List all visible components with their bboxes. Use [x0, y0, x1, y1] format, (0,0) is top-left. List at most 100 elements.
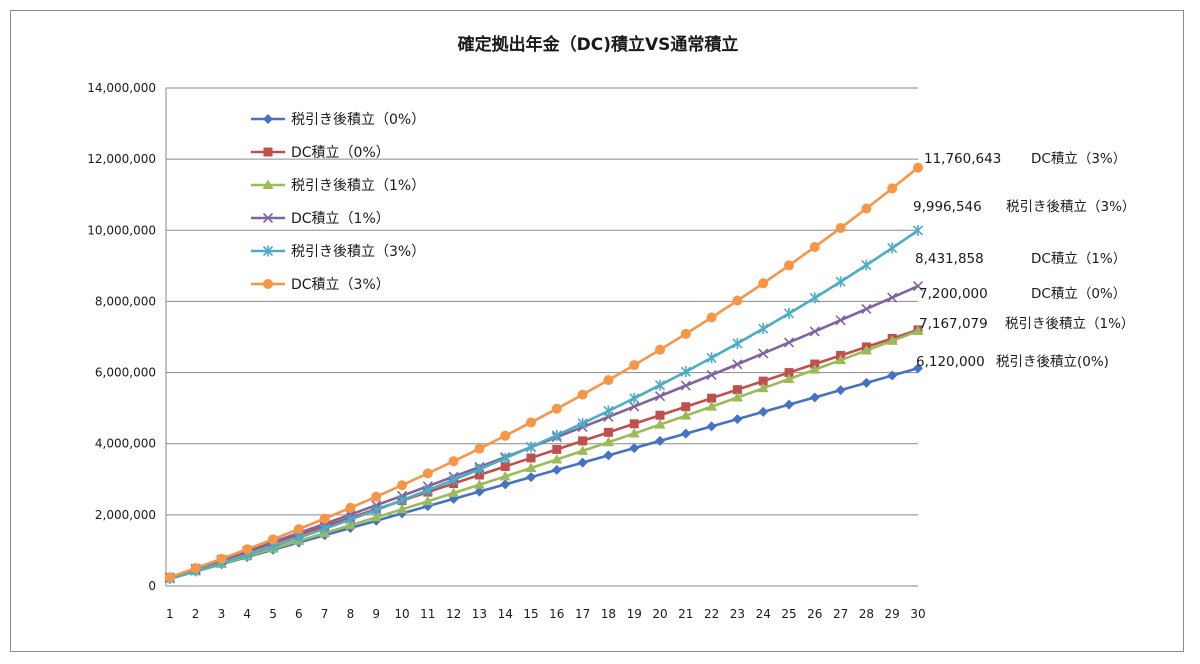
data-point — [190, 563, 201, 574]
data-point — [732, 385, 742, 395]
data-point — [809, 392, 820, 403]
data-point — [783, 373, 795, 384]
x-tick-label: 9 — [372, 607, 380, 621]
legend-item: DC積立（3%） — [251, 277, 390, 293]
data-point — [706, 352, 717, 364]
x-tick-label: 20 — [652, 607, 667, 621]
data-point — [784, 368, 794, 378]
legend-marker — [262, 212, 274, 224]
data-point — [500, 479, 511, 490]
legend-marker — [262, 245, 274, 257]
data-point — [577, 445, 589, 455]
data-point — [707, 393, 717, 403]
x-tick-label: 5 — [269, 607, 277, 621]
data-point — [706, 401, 718, 411]
data-point — [913, 363, 923, 374]
data-point — [216, 553, 227, 564]
x-tick-label: 10 — [394, 607, 409, 621]
data-point — [706, 369, 717, 381]
data-point — [422, 468, 433, 479]
data-point — [500, 452, 511, 464]
x-tick-label: 13 — [472, 607, 487, 621]
end-series-label: DC積立（1%） — [1031, 251, 1126, 267]
data-point — [552, 444, 562, 454]
data-point — [396, 503, 408, 514]
legend-marker — [262, 179, 274, 189]
data-point — [525, 462, 537, 473]
data-point — [474, 470, 484, 480]
data-point — [603, 375, 614, 386]
data-point — [551, 464, 562, 475]
data-point — [784, 260, 795, 271]
end-series-label: DC積立（3%） — [1031, 151, 1126, 167]
data-point — [887, 292, 898, 303]
series-line — [169, 284, 919, 579]
data-point — [783, 337, 795, 348]
data-point — [809, 292, 820, 304]
data-point — [526, 472, 537, 483]
data-point — [499, 470, 511, 481]
x-tick-label: 3 — [218, 607, 226, 621]
data-point — [758, 278, 769, 289]
y-tick-label: 8,000,000 — [95, 294, 156, 308]
legend-marker — [263, 147, 273, 157]
end-value-label: 6,120,000 — [916, 354, 985, 370]
data-point — [500, 461, 510, 471]
x-tick-label: 25 — [781, 607, 796, 621]
data-point — [397, 480, 408, 491]
data-point — [629, 360, 640, 371]
data-point — [731, 392, 743, 402]
data-point — [603, 427, 613, 437]
data-point — [293, 524, 304, 535]
data-point — [680, 410, 692, 420]
legend-label: 税引き後積立（0%） — [291, 112, 425, 128]
data-point — [654, 379, 666, 391]
data-point — [371, 504, 382, 516]
legend-item: DC積立（1%） — [251, 211, 390, 227]
end-value-label: 8,431,858 — [915, 251, 984, 267]
legend-label: 税引き後積立（1%） — [291, 178, 425, 194]
data-point — [242, 544, 253, 555]
x-tick-label: 24 — [756, 607, 771, 621]
data-point — [886, 335, 898, 345]
data-point — [706, 421, 717, 432]
data-point — [422, 495, 434, 506]
data-point — [370, 511, 382, 522]
data-point — [680, 428, 691, 439]
end-label-group: 9,996,546 税引き後積立（3%） — [913, 199, 1135, 215]
data-point — [732, 359, 743, 370]
data-point — [680, 366, 691, 378]
x-tick-label: 22 — [704, 607, 719, 621]
data-point — [551, 429, 562, 441]
end-label-group: 11,760,643 DC積立（3%） — [924, 151, 1126, 167]
chart-frame: 確定拠出年金（DC)積立VS通常積立 0 2,000,000 4,000,000 6,… — [10, 10, 1184, 652]
data-point — [835, 354, 847, 365]
end-label-group: 8,431,858 DC積立（1%） — [915, 251, 1126, 267]
data-point — [809, 241, 820, 252]
legend-label: 税引き後積立（3%） — [291, 244, 425, 260]
end-series-label: 税引き後積立（3%） — [1006, 199, 1135, 215]
y-tick-label: 6,000,000 — [95, 366, 156, 380]
data-point — [810, 359, 820, 369]
data-point — [835, 223, 846, 234]
end-value-label: 9,996,546 — [913, 199, 982, 215]
x-tick-label: 16 — [549, 607, 564, 621]
data-point — [835, 276, 846, 288]
x-tick-label: 30 — [910, 607, 925, 621]
legend-marker — [263, 114, 273, 124]
y-tick-label: 12,000,000 — [87, 152, 156, 166]
data-point — [758, 348, 769, 359]
data-point — [628, 427, 640, 438]
data-point — [371, 491, 382, 502]
legend-item: 税引き後積立（1%） — [251, 178, 425, 194]
y-tick-label: 14,000,000 — [87, 81, 156, 95]
end-value-label: 11,760,643 — [924, 151, 1001, 167]
x-tick-label: 6 — [295, 607, 303, 621]
data-point — [758, 323, 769, 335]
data-point — [680, 328, 691, 339]
data-point — [551, 403, 562, 414]
data-point — [345, 502, 356, 513]
data-point — [474, 463, 485, 475]
x-tick-label: 18 — [601, 607, 616, 621]
data-point — [602, 436, 614, 447]
